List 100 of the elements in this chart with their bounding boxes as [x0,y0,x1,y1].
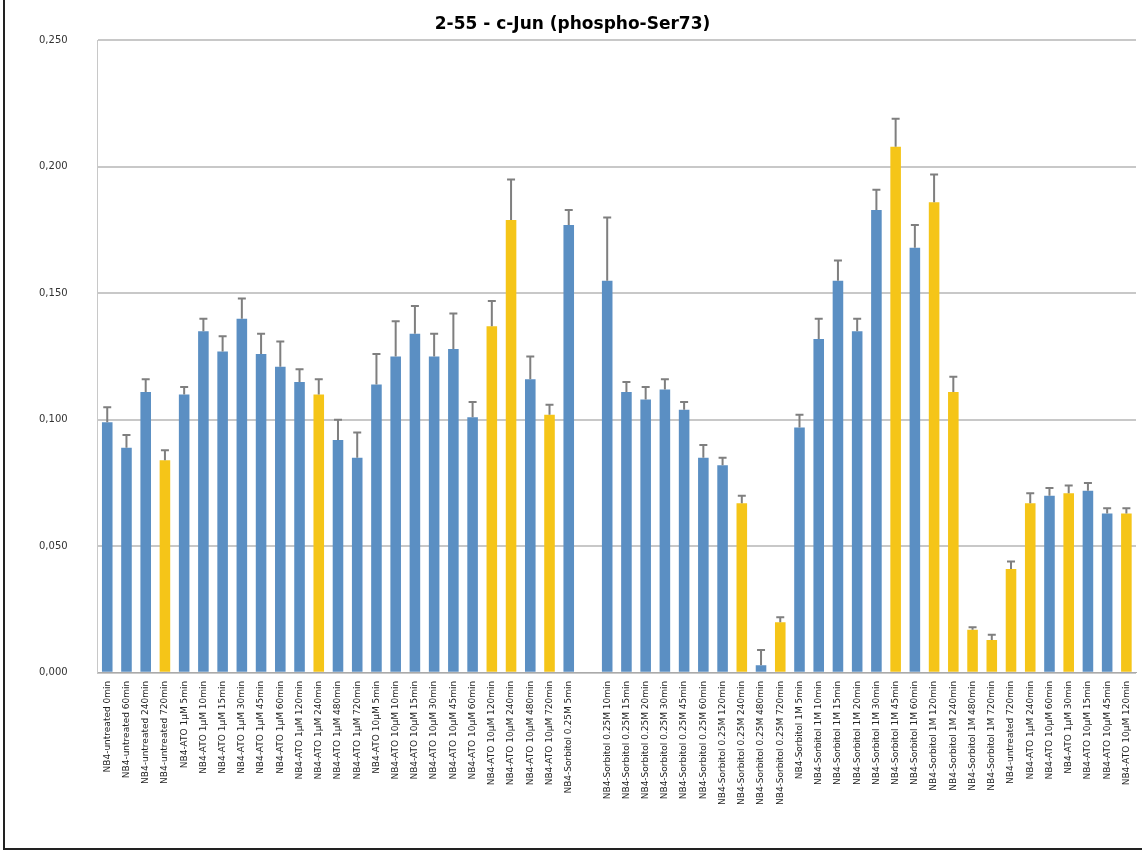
bar [236,318,248,672]
x-tick-label: NB4-Sorbitol 0.25M 20min [640,680,650,800]
y-tick-label: 0,100 [38,413,68,425]
x-tick-label: NB4-ATO 1μM 10min [197,680,208,774]
bar [525,379,536,672]
bar [178,394,190,672]
x-tick-label: NB4-Sorbitol 0.25M 5min [563,680,574,794]
bar [217,351,228,672]
x-tick-label: NB4-ATO 10μM 60min [1043,680,1054,780]
x-tick-label: NB4-Sorbitol 0.25M 10min [601,680,612,800]
bar [967,629,978,672]
x-tick-label: NB4-ATO 1μM 240min [1024,680,1035,780]
x-tick-label: NB4-ATO 10μM 720min [543,680,554,786]
x-tick-label: NB4-ATO 1μM 30min [1063,680,1074,774]
x-tick-label: NB4-untreated 60min [120,680,131,779]
bar [640,399,651,672]
bar [371,384,382,672]
bar [1082,490,1094,672]
bar [698,457,709,672]
bar [678,409,690,672]
x-tick-label: NB4-Sorbitol 0.25M 240min [736,680,747,806]
bar [871,209,882,672]
bar [736,503,748,672]
x-tick-label: NB4-Sorbitol 0.25M 15min [620,680,631,800]
bar [294,381,305,672]
bar [409,333,421,672]
x-tick-label: NB4-ATO 1μM 15min [216,680,227,774]
x-tick-label: NB4-Sorbitol 0.25M 720min [774,680,785,806]
bar [851,331,863,672]
x-tick-label: NB4-ATO 10μM 10min [390,680,401,780]
bar [928,202,940,672]
x-tick-label: NB4-Sorbitol 1M 480min [966,680,977,791]
x-tick-label: NB4-Sorbitol 1M 5min [793,680,804,780]
bar [121,447,132,672]
x-tick-label: NB4-untreated 240min [140,680,151,784]
bar [1101,513,1113,672]
bar [794,427,805,672]
x-tick-label: NB4-ATO 10μM 15min [1082,680,1093,780]
bar [448,349,459,672]
x-tick-label: NB4-ATO 10μM 240min [505,680,516,786]
bar [140,392,151,672]
bar [755,665,767,672]
y-tick-label: 0,050 [38,539,68,551]
bar [948,392,959,672]
x-tick-label: NB4-Sorbitol 1M 20min [851,680,862,785]
y-tick-label: 0,000 [38,666,68,678]
x-tick-label: NB4-ATO 10μM 120min [486,680,497,786]
x-tick-label: NB4-ATO 1μM 45min [255,680,266,774]
bar [832,280,844,672]
x-tick-label: NB4-Sorbitol 1M 120min [928,680,939,791]
bar [1044,495,1055,672]
y-tick-label: 0,150 [38,286,68,298]
x-tick-label: NB4-ATO 10μM 30min [428,680,439,780]
bar [428,356,440,672]
x-tick-label: NB4-ATO 10μM 480min [524,680,535,786]
x-tick-label: NB4-ATO 10μM 15min [409,680,420,780]
x-tick-label: NB4-ATO 10μM 45min [447,680,458,780]
bar [486,326,498,672]
x-tick-label: NB4-ATO 1μM 120min [293,680,304,780]
x-tick-label: NB4-ATO 10μM 120min [1120,680,1131,786]
x-tick-label: NB4-Sorbitol 1M 720min [986,680,997,791]
bar [275,366,286,672]
x-tick-label: NB4-ATO 1μM 30min [236,680,247,774]
bar [505,220,517,672]
x-tick-label: NB4-ATO 10μM 45min [1101,680,1112,780]
bar [563,225,575,672]
x-tick-label: NB4-Sorbitol 0.25M 30min [659,680,670,800]
x-tick-label: NB4-Sorbitol 1M 240min [947,680,958,791]
x-tick-label: NB4-ATO 10μM 5min [370,680,381,774]
bar [159,460,171,672]
bar [1024,503,1036,672]
bar [313,394,325,672]
x-tick-label: NB4-Sorbitol 1M 30min [870,680,881,785]
y-tick-label: 0,200 [38,160,68,172]
x-tick-label: NB4-Sorbitol 1M 45min [889,680,900,785]
bar [544,414,555,672]
bar [621,392,632,672]
x-tick-label: NB4-ATO 1μM 720min [351,680,362,780]
bar [774,622,786,672]
bar [717,465,728,672]
bar [332,440,344,672]
y-tick-label: 0,250 [38,33,68,45]
bar [1063,493,1074,672]
x-tick-label: NB4-Sorbitol 1M 15min [832,680,843,785]
bar [198,331,209,672]
bar [813,338,825,672]
bar [1005,569,1017,672]
x-tick-label: NB4-ATO 1μM 480min [332,680,343,780]
bar [890,146,901,672]
x-tick-label: NB4-ATO 1μM 240min [313,680,324,780]
bar [101,422,113,672]
x-tick-label: NB4-Sorbitol 0.25M 120min [716,680,727,806]
x-tick-label: NB4-untreated 720min [1005,680,1016,784]
chart-title: 2-55 - c-Jun (phospho-Ser73) [434,12,711,33]
x-tick-label: NB4-Sorbitol 0.25M 60min [697,680,708,800]
bar [467,417,478,672]
bar [909,247,921,672]
bar [351,457,363,672]
x-tick-label: NB4-ATO 1μM 5min [178,680,189,769]
x-tick-label: NB4-Sorbitol 1M 60min [909,680,920,785]
